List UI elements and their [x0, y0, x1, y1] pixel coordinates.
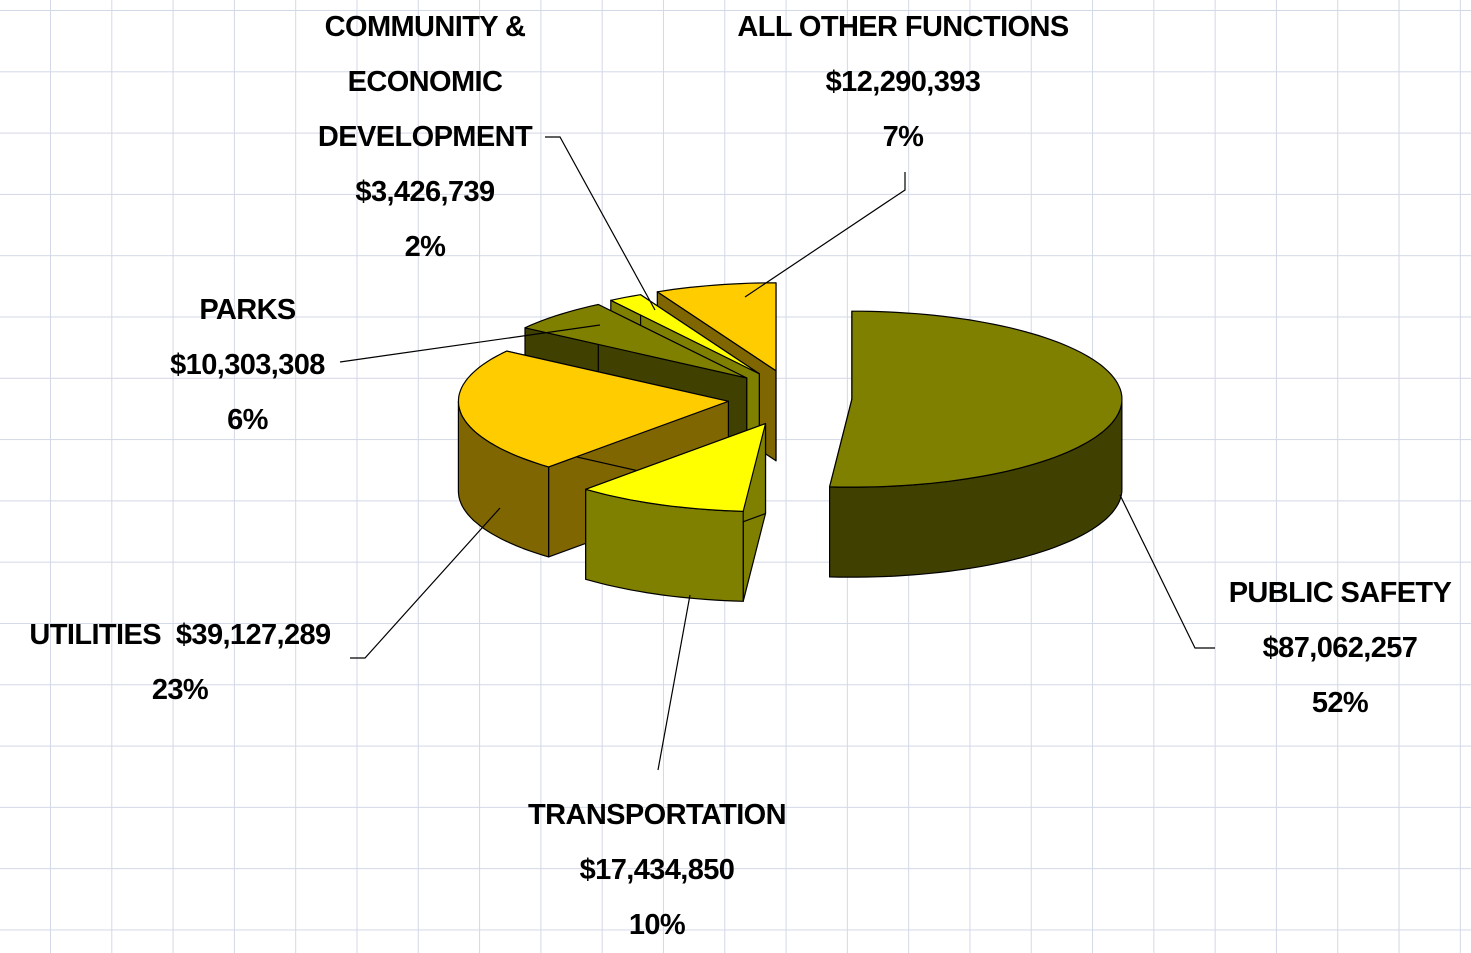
percent-label: 52% — [1311, 687, 1369, 719]
leader-line — [350, 507, 501, 659]
value-label: $3,426,739 — [355, 176, 495, 208]
slice-label: UTILITIES $39,127,289 23% — [0, 608, 360, 718]
value-label: $17,434,850 — [579, 854, 735, 886]
percent-label: 23% — [151, 674, 209, 706]
slice — [828, 310, 1123, 488]
leader-line — [744, 172, 906, 298]
category-label: PUBLIC SAFETY — [1228, 577, 1452, 609]
value-label: $39,127,289 — [175, 619, 331, 651]
value-label: $87,062,257 — [1262, 632, 1418, 664]
percent-label: 6% — [227, 404, 268, 436]
slice-label: ALL OTHER FUNCTIONS $12,290,393 7% — [700, 0, 1106, 165]
slice — [656, 282, 777, 372]
slice-label: PUBLIC SAFETY $87,062,257 52% — [1200, 566, 1471, 731]
slice-label: PARKS $10,303,308 6% — [150, 283, 345, 448]
leader-line — [545, 136, 656, 311]
leader-line — [1119, 494, 1215, 649]
value-label: $10,303,308 — [170, 349, 325, 381]
category-label: TRANSPORTATION — [528, 799, 787, 831]
slice-label: COMMUNITY & ECONOMIC DEVELOPMENT $3,426,… — [300, 0, 550, 275]
leader-line — [657, 594, 691, 771]
category-label: COMMUNITY & ECONOMIC DEVELOPMENT — [317, 11, 533, 153]
percent-label: 2% — [404, 231, 446, 263]
value-label: $12,290,393 — [825, 66, 981, 98]
category-label: UTILITIES — [29, 619, 161, 651]
category-label: PARKS — [199, 294, 296, 326]
slice-label: TRANSPORTATION $17,434,850 10% — [500, 788, 814, 953]
slice — [610, 294, 760, 375]
leader-line — [339, 324, 601, 363]
pie — [457, 282, 1123, 602]
slice — [457, 350, 730, 468]
leader-lines — [339, 136, 1215, 771]
slice — [585, 423, 767, 512]
slice — [524, 303, 748, 379]
percent-label: 10% — [628, 909, 686, 941]
percent-label: 7% — [882, 121, 924, 153]
category-label: ALL OTHER FUNCTIONS — [737, 11, 1069, 43]
